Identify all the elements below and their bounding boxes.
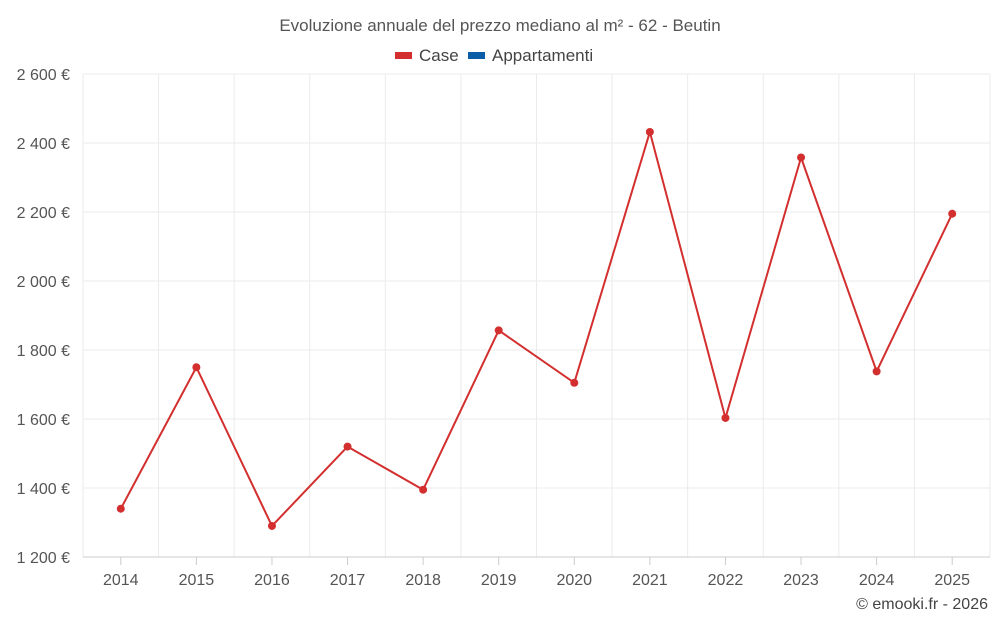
x-tick-label: 2022 [708, 572, 744, 589]
legend-label-case: Case [419, 46, 459, 65]
x-tick-label: 2021 [632, 572, 668, 589]
y-tick-label: 2 600 € [17, 67, 70, 84]
data-point[interactable] [645, 127, 654, 136]
data-point[interactable] [872, 367, 881, 376]
x-tick-label: 2024 [859, 572, 895, 589]
data-point[interactable] [948, 209, 957, 218]
data-point[interactable] [192, 363, 201, 372]
y-tick-label: 2 000 € [17, 274, 70, 291]
y-tick-label: 1 600 € [17, 412, 70, 429]
data-point[interactable] [570, 378, 579, 387]
series-layer [116, 127, 957, 530]
legend-swatch-case [395, 52, 412, 59]
data-point[interactable] [343, 442, 352, 451]
x-axis-tick-labels: 2014 2015 2016 2017 2018 2019 2020 2021 2022 2023… [103, 557, 970, 589]
data-point[interactable] [494, 326, 503, 335]
y-tick-label: 2 400 € [17, 136, 70, 153]
x-tick-label: 2015 [179, 572, 215, 589]
x-tick-label: 2023 [783, 572, 819, 589]
series-line-case [119, 130, 954, 527]
y-tick-label: 2 200 € [17, 205, 70, 222]
vertical-gridlines [82, 74, 991, 557]
data-point[interactable] [721, 413, 730, 422]
data-point[interactable] [267, 521, 276, 530]
data-point[interactable] [116, 504, 125, 513]
legend-item-case[interactable]: Case [395, 46, 459, 65]
legend-swatch-appartamenti [468, 52, 485, 59]
x-tick-label: 2017 [330, 572, 366, 589]
data-point[interactable] [797, 153, 806, 162]
credit-text: © emooki.fr - 2026 [856, 596, 988, 613]
chart-title: Evoluzione annuale del prezzo mediano al… [279, 16, 720, 35]
y-tick-label: 1 400 € [17, 481, 70, 498]
x-tick-label: 2025 [934, 572, 970, 589]
x-tick-label: 2016 [254, 572, 290, 589]
y-tick-label: 1 800 € [17, 343, 70, 360]
y-axis-tick-labels: 1 200 € 1 400 € 1 600 € 1 800 € 2 000 € 2 200… [17, 67, 70, 567]
x-tick-label: 2018 [405, 572, 441, 589]
x-tick-label: 2014 [103, 572, 139, 589]
legend: Case Appartamenti [395, 46, 593, 65]
legend-item-appartamenti[interactable]: Appartamenti [468, 46, 593, 65]
x-tick-label: 2020 [556, 572, 592, 589]
data-point[interactable] [419, 485, 428, 494]
y-tick-label: 1 200 € [17, 550, 70, 567]
x-tick-label: 2019 [481, 572, 517, 589]
legend-label-appartamenti: Appartamenti [492, 46, 593, 65]
